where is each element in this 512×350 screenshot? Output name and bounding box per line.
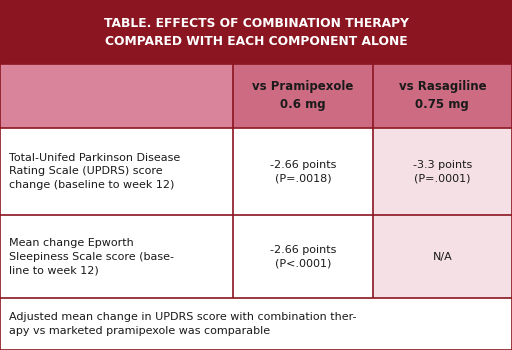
Text: N/A: N/A [433,252,452,262]
Text: Adjusted mean change in UPDRS score with combination ther-
apy vs marketed prami: Adjusted mean change in UPDRS score with… [9,312,357,336]
Text: -2.66 points
(P=.0018): -2.66 points (P=.0018) [270,160,336,183]
Text: TABLE. EFFECTS OF COMBINATION THERAPY
COMPARED WITH EACH COMPONENT ALONE: TABLE. EFFECTS OF COMBINATION THERAPY CO… [103,16,409,48]
Bar [373,215,512,298]
Text: Mean change Epworth
Sleepiness Scale score (base-
line to week 12): Mean change Epworth Sleepiness Scale sco… [9,238,174,275]
Bar [0,128,233,215]
Bar [233,128,373,215]
Text: vs Rasagiline
0.75 mg: vs Rasagiline 0.75 mg [398,80,486,111]
Bar [373,128,512,215]
Bar [233,64,373,128]
Text: -3.3 points
(P=.0001): -3.3 points (P=.0001) [413,160,472,183]
Text: vs Pramipexole
0.6 mg: vs Pramipexole 0.6 mg [252,80,353,111]
Bar [373,64,512,128]
Bar [0,298,512,350]
Text: Total-Unifed Parkinson Disease
Rating Scale (UPDRS) score
change (baseline to we: Total-Unifed Parkinson Disease Rating Sc… [9,153,180,190]
Bar [0,64,233,128]
Text: -2.66 points
(P<.0001): -2.66 points (P<.0001) [270,245,336,268]
Bar [233,215,373,298]
Bar [0,0,512,64]
Bar [0,215,233,298]
